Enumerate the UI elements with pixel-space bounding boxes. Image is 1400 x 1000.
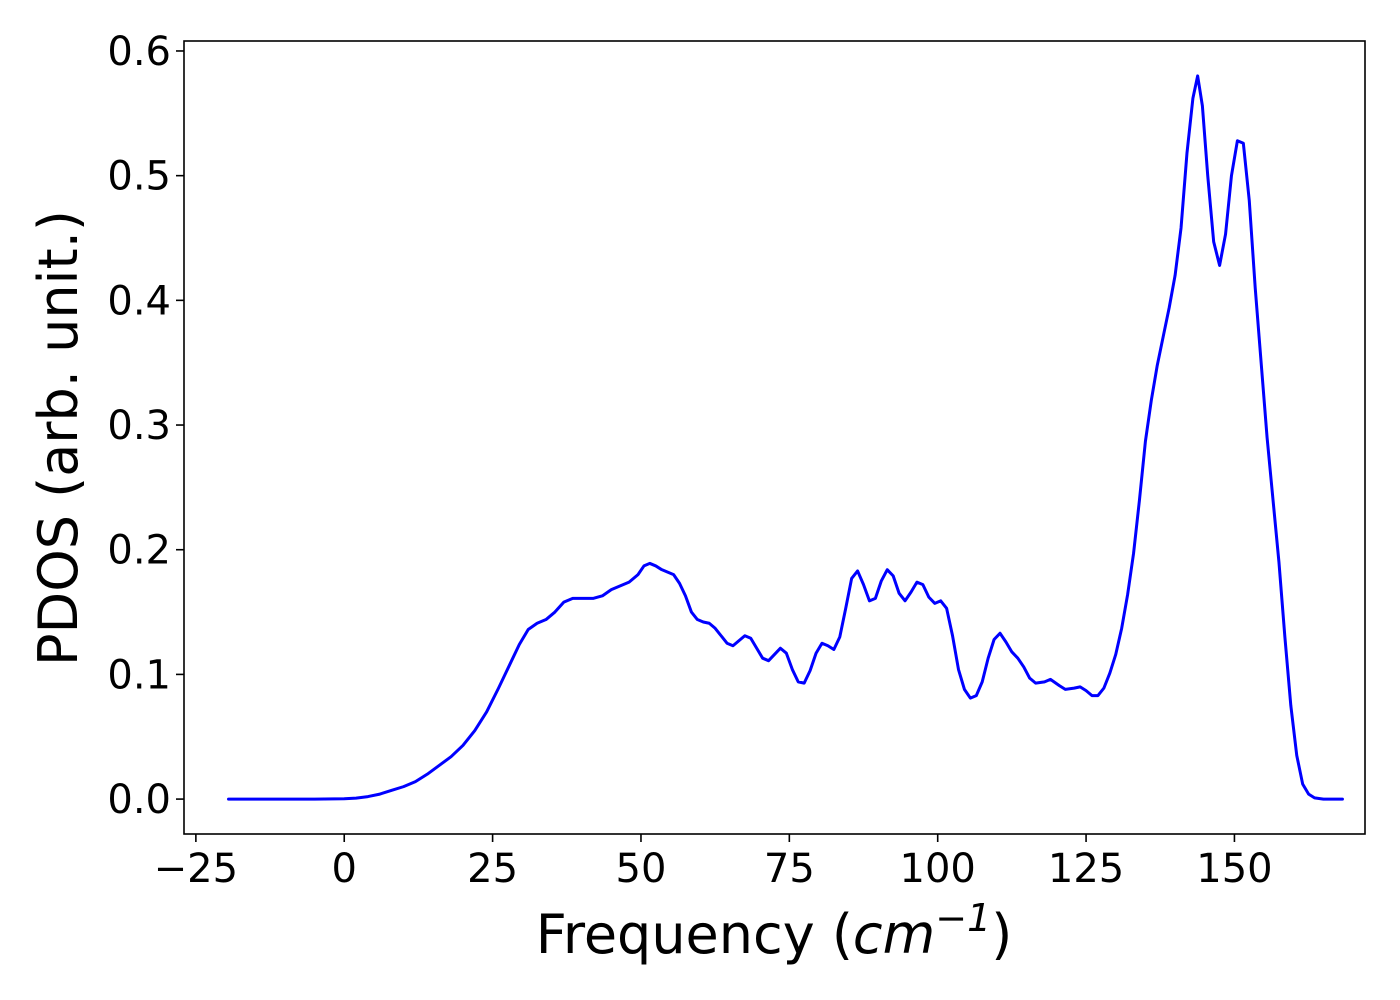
y-tick-label: 0.0 [107, 777, 171, 823]
y-axis-ticks: 0.0 0.1 0.2 0.3 0.4 0.5 0.6 [107, 29, 184, 823]
x-tick-label: 50 [616, 846, 667, 892]
y-tick-label: 0.6 [107, 29, 171, 75]
x-axis-label-suffix: ) [991, 903, 1012, 966]
y-tick-label: 0.1 [107, 652, 171, 698]
plot-area-background [184, 41, 1365, 834]
x-axis-ticks: −25 0 25 50 75 100 125 150 [154, 834, 1273, 892]
y-tick-label: 0.5 [107, 154, 171, 200]
x-axis-label-prefix: Frequency ( [536, 903, 853, 966]
x-axis-label-math-superscript: −1 [935, 896, 991, 940]
x-tick-label: 150 [1196, 846, 1272, 892]
x-tick-label: 100 [900, 846, 976, 892]
pdos-series-line [227, 74, 1344, 801]
x-tick-label: −25 [154, 846, 238, 892]
y-tick-label: 0.4 [107, 278, 171, 324]
x-axis-label: Frequency (cm−1) [536, 896, 1013, 966]
y-tick-label: 0.2 [107, 528, 171, 574]
x-tick-label: 25 [467, 846, 518, 892]
x-tick-label: 75 [764, 846, 815, 892]
y-axis-label: PDOS (arb. unit.) [27, 210, 90, 666]
plot-frame [183, 40, 1366, 835]
x-tick-label: 0 [332, 846, 357, 892]
x-tick-label: 125 [1048, 846, 1124, 892]
series-layer [227, 74, 1344, 801]
x-axis-label-math-base: cm [853, 903, 935, 966]
y-tick-label: 0.3 [107, 403, 171, 449]
